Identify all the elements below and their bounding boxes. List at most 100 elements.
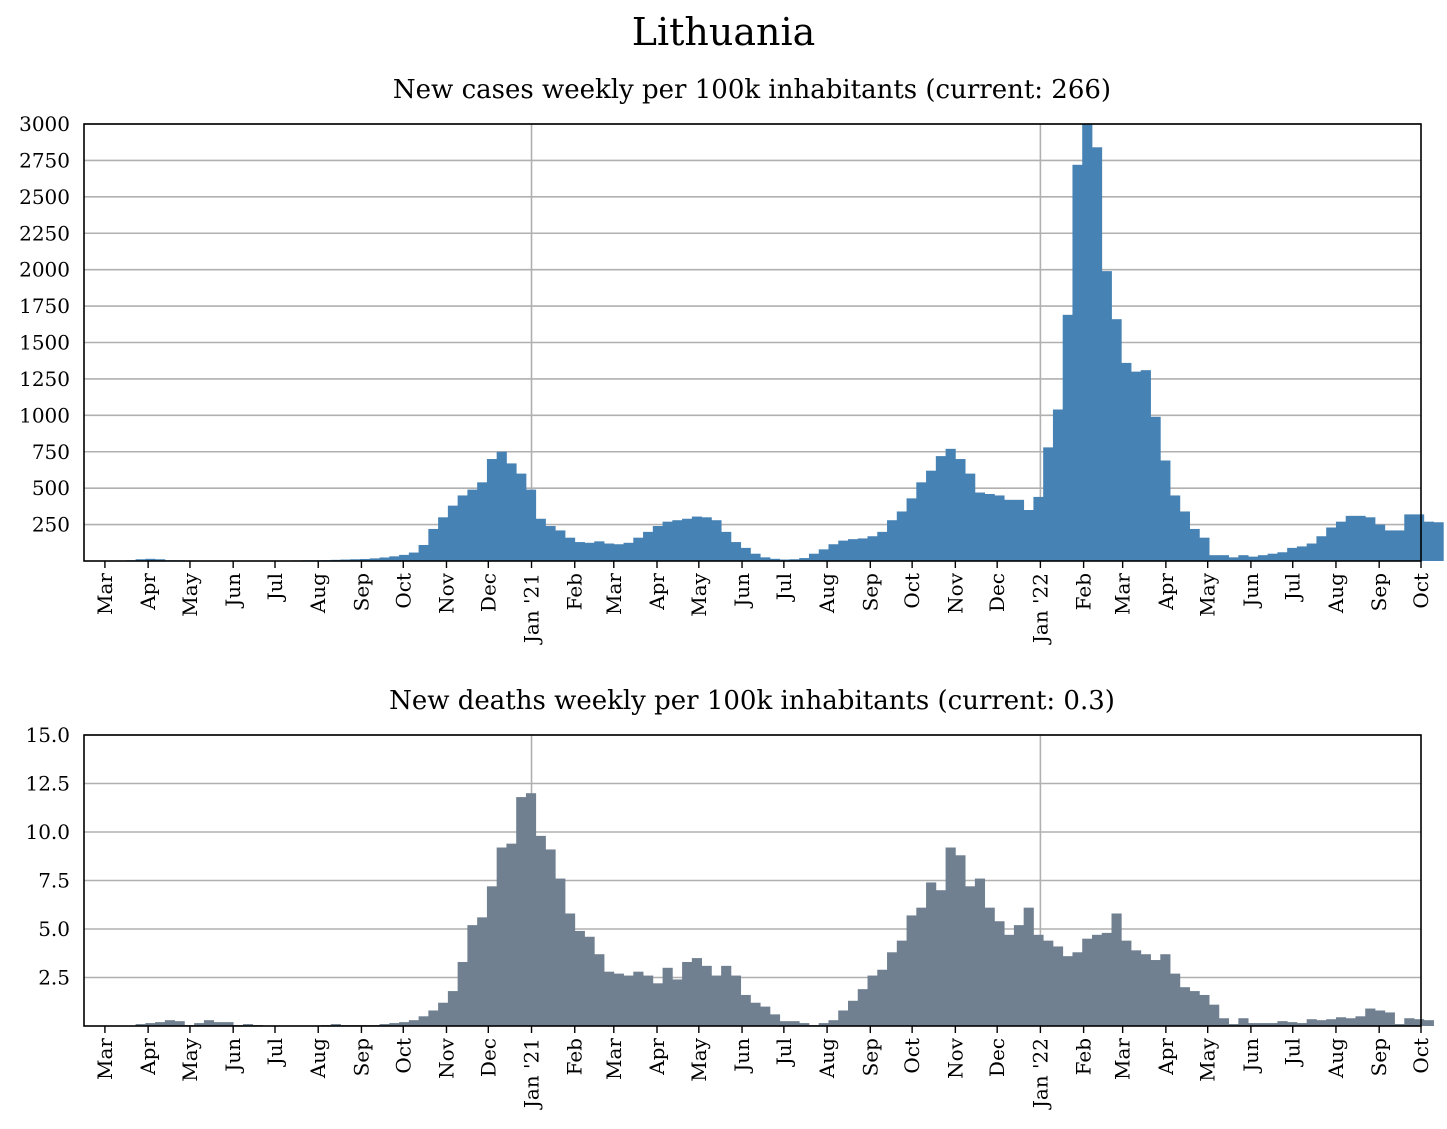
deaths-bar xyxy=(974,878,986,1026)
deaths-x-tick-label: Sep xyxy=(349,1038,373,1076)
cases-bar xyxy=(682,518,693,561)
deaths-bar xyxy=(682,961,693,1026)
cases-bar xyxy=(848,539,859,561)
cases-y-tick-label: 250 xyxy=(32,513,70,537)
deaths-bar xyxy=(535,835,546,1026)
deaths-x-tick-label: Sep xyxy=(1367,1038,1391,1076)
cases-bar xyxy=(1316,536,1327,561)
deaths-bar xyxy=(467,925,478,1026)
deaths-x-tick-label: Mar xyxy=(93,1038,117,1080)
cases-bar xyxy=(1238,555,1249,561)
deaths-bar xyxy=(828,1020,839,1026)
deaths-bar xyxy=(1267,1023,1278,1026)
deaths-bar xyxy=(174,1021,185,1026)
deaths-x-tick-label: Sep xyxy=(858,1038,882,1076)
deaths-bar xyxy=(1345,1018,1356,1026)
cases-bar xyxy=(1189,528,1200,561)
cases-bar xyxy=(662,521,673,561)
deaths-plot-frame xyxy=(83,734,1422,1027)
cases-x-tick-label: May xyxy=(687,572,711,616)
deaths-bar xyxy=(155,1022,166,1026)
cases-bar xyxy=(1248,556,1259,561)
deaths-bar xyxy=(984,907,995,1026)
deaths-y-tick-label: 2.5 xyxy=(38,966,70,990)
cases-x-tick-label: Nov xyxy=(943,572,967,614)
cases-x-tick-label: Nov xyxy=(434,572,458,614)
deaths-bar xyxy=(1082,938,1093,1026)
deaths-bar xyxy=(1121,940,1132,1026)
cases-bar xyxy=(955,459,966,561)
deaths-bar xyxy=(164,1020,176,1026)
cases-bar xyxy=(516,473,527,561)
cases-bar xyxy=(896,511,907,561)
deaths-x-tick-label: Nov xyxy=(943,1037,967,1079)
cases-x-tick-label: Sep xyxy=(1367,573,1391,611)
cases-chart-title: New cases weekly per 100k inhabitants (c… xyxy=(393,75,1111,105)
cases-bar xyxy=(584,542,595,561)
cases-bar xyxy=(1345,515,1356,561)
deaths-bar xyxy=(818,1023,829,1026)
cases-x-tick-label: Sep xyxy=(349,573,373,611)
cases-y-tick-label: 3000 xyxy=(19,112,70,136)
cases-x-tick-label: Feb xyxy=(563,573,587,610)
deaths-bar xyxy=(1257,1023,1269,1026)
cases-bar xyxy=(994,495,1005,561)
deaths-bar xyxy=(1316,1020,1327,1026)
deaths-bar xyxy=(730,975,742,1026)
deaths-x-tick-label: Mar xyxy=(1111,1038,1135,1080)
deaths-bar xyxy=(789,1021,800,1026)
deaths-bar xyxy=(1384,1012,1395,1026)
deaths-x-tick-label: Aug xyxy=(306,1038,330,1079)
cases-x-tick-label: May xyxy=(1196,572,1220,616)
cases-x-tick-label: Aug xyxy=(1324,573,1348,614)
deaths-bar xyxy=(194,1023,205,1026)
deaths-bar xyxy=(769,1014,781,1026)
deaths-x-tick-label: Mar xyxy=(602,1038,626,1080)
deaths-bar xyxy=(418,1016,429,1026)
deaths-x-tick-label: Oct xyxy=(1409,1038,1433,1074)
cases-bar xyxy=(740,547,751,561)
cases-x-tick-label: Oct xyxy=(900,573,924,609)
cases-bar xyxy=(604,543,615,561)
cases-bar xyxy=(1199,537,1210,561)
cases-bar xyxy=(564,537,576,561)
cases-bar xyxy=(1296,546,1308,561)
deaths-x-tick-label: Jul xyxy=(263,1038,287,1067)
deaths-bar xyxy=(867,975,878,1026)
cases-bar xyxy=(145,558,156,561)
cases-x-tick-label: Apr xyxy=(645,573,669,611)
deaths-bar xyxy=(1287,1022,1298,1026)
cases-x-tick-label: Mar xyxy=(93,573,117,615)
deaths-bar xyxy=(330,1024,341,1026)
deaths-bar xyxy=(672,979,683,1026)
deaths-bar xyxy=(145,1023,156,1026)
cases-bar xyxy=(1131,371,1142,561)
deaths-bar xyxy=(1091,934,1103,1026)
deaths-bar xyxy=(1140,954,1151,1026)
cases-bar xyxy=(887,520,898,561)
cases-bar xyxy=(486,459,498,561)
deaths-x-tick-label: Oct xyxy=(391,1038,415,1074)
cases-bar xyxy=(1326,527,1337,561)
deaths-x-tick-label: Jul xyxy=(1281,1038,1305,1067)
cases-bar xyxy=(623,542,634,561)
deaths-bar xyxy=(496,847,507,1026)
deaths-bar xyxy=(652,983,663,1026)
cases-x-tick-label: Jun xyxy=(730,573,754,609)
deaths-bar xyxy=(877,969,888,1026)
deaths-x-tick-label: Aug xyxy=(815,1038,839,1079)
deaths-x-tick-label: Jan '21 xyxy=(520,1038,544,1110)
deaths-bar xyxy=(799,1023,810,1026)
deaths-bar xyxy=(594,954,605,1026)
deaths-x-tick-label: Apr xyxy=(136,1038,160,1076)
deaths-x-tick-label: Apr xyxy=(645,1038,669,1076)
cases-bar xyxy=(867,536,878,561)
deaths-bar xyxy=(1013,925,1025,1026)
deaths-bar xyxy=(1189,991,1200,1026)
deaths-bar xyxy=(779,1021,790,1026)
cases-bar xyxy=(1277,552,1288,561)
deaths-bar xyxy=(857,989,868,1026)
cases-bar xyxy=(857,538,868,561)
cases-bar xyxy=(730,542,742,561)
cases-bar xyxy=(701,517,712,561)
